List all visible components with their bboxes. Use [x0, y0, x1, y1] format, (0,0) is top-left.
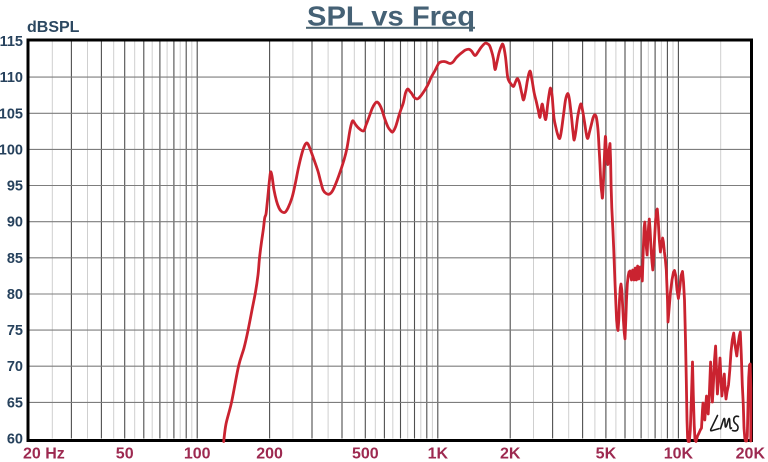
svg-text:dBSPL: dBSPL — [27, 19, 80, 36]
svg-text:80: 80 — [7, 287, 23, 303]
svg-text:110: 110 — [0, 70, 23, 86]
svg-text:75: 75 — [7, 323, 23, 339]
svg-text:5K: 5K — [596, 446, 617, 462]
svg-text:SPL vs Freq: SPL vs Freq — [307, 0, 475, 31]
svg-text:20 Hz: 20 Hz — [23, 446, 65, 462]
svg-text:95: 95 — [7, 179, 23, 195]
svg-text:70: 70 — [7, 359, 23, 375]
svg-text:115: 115 — [0, 34, 23, 50]
svg-text:60: 60 — [7, 432, 23, 448]
svg-text:90: 90 — [7, 215, 23, 231]
svg-text:105: 105 — [0, 106, 23, 122]
svg-text:100: 100 — [184, 446, 211, 462]
svg-text:500: 500 — [352, 446, 379, 462]
svg-text:200: 200 — [256, 446, 283, 462]
svg-text:85: 85 — [7, 251, 23, 267]
svg-text:1K: 1K — [428, 446, 449, 462]
svg-text:100: 100 — [0, 142, 23, 158]
svg-text:2K: 2K — [500, 446, 521, 462]
svg-text:20K: 20K — [736, 446, 766, 462]
svg-text:10K: 10K — [664, 446, 694, 462]
svg-text:50: 50 — [116, 446, 134, 462]
svg-text:65: 65 — [7, 395, 23, 411]
